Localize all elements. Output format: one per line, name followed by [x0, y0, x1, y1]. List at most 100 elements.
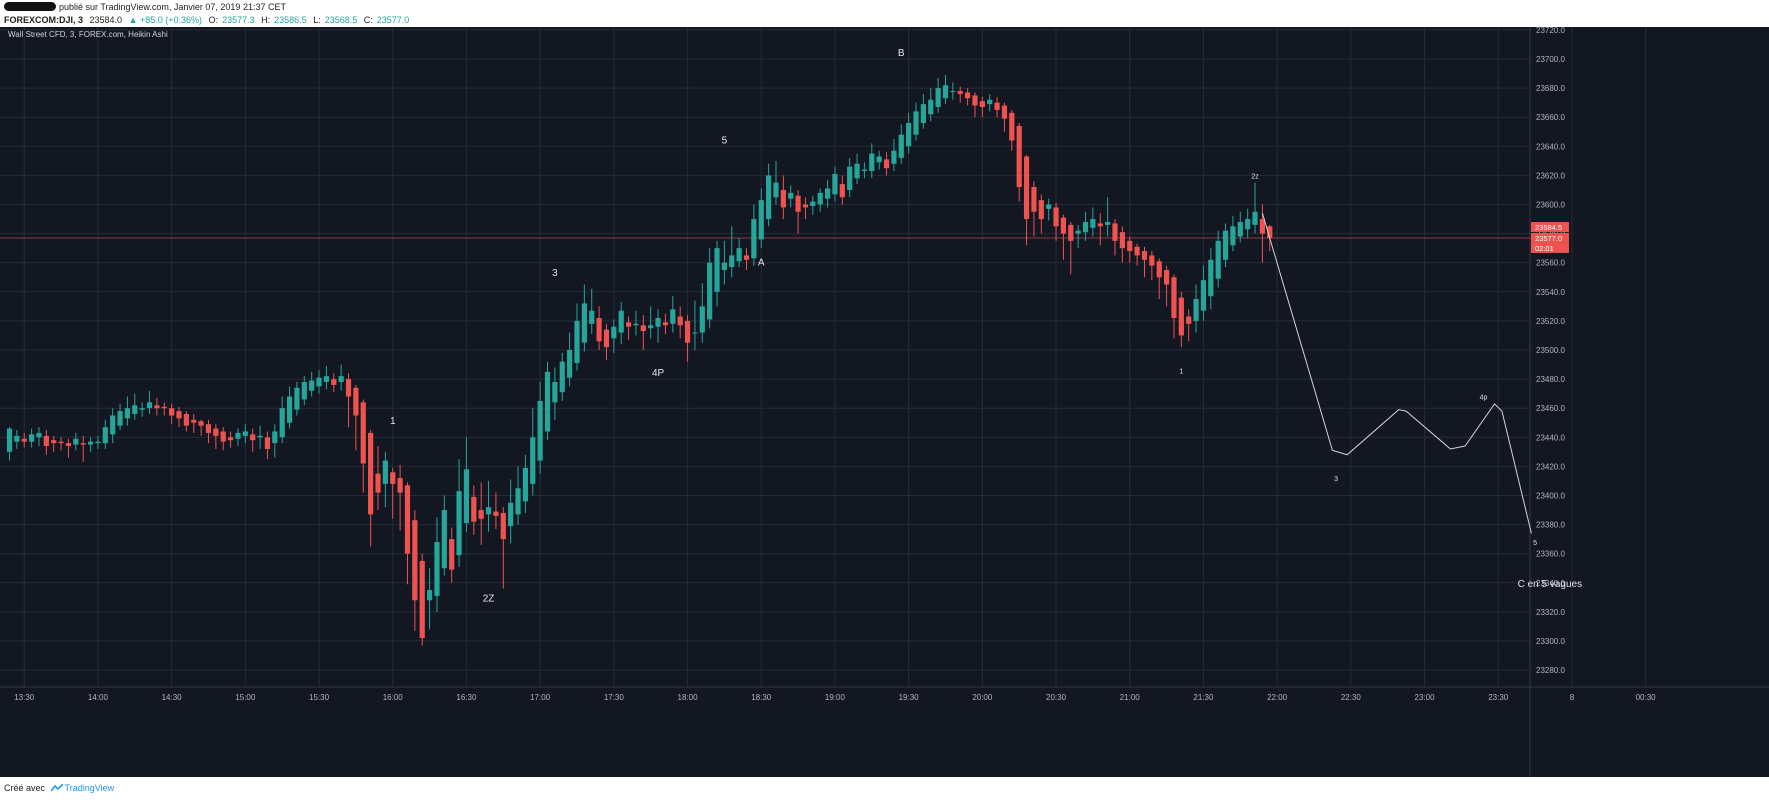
candle-body: [773, 182, 779, 198]
footer: Créé avec TradingView: [0, 777, 1769, 800]
candle-body: [567, 350, 573, 378]
candle: [264, 431, 271, 460]
candle: [832, 166, 838, 202]
candle-body: [662, 322, 669, 326]
candle: [463, 437, 470, 532]
candle-body: [294, 387, 300, 410]
candle: [397, 464, 403, 531]
candle: [404, 482, 411, 585]
time-tick-label: 14:30: [162, 693, 183, 702]
candle-body: [29, 434, 35, 442]
candle-body: [1090, 219, 1096, 228]
candle-body: [957, 91, 963, 94]
candle-body: [729, 255, 735, 268]
candle-body: [434, 542, 440, 596]
candle-body: [522, 467, 528, 502]
candle-body: [51, 440, 57, 444]
tradingview-link[interactable]: TradingView: [64, 783, 115, 793]
candle-body: [161, 406, 167, 409]
candle-body: [1193, 299, 1199, 321]
candle: [957, 86, 963, 103]
candle-body: [441, 510, 447, 569]
published-line: publié sur TradingView.com, Janvier 07, …: [4, 2, 286, 12]
candle: [662, 313, 669, 334]
candle: [485, 480, 492, 532]
candle-body: [581, 303, 587, 343]
time-tick-label: 21:00: [1120, 693, 1141, 702]
candle: [426, 568, 433, 630]
candle: [928, 88, 934, 122]
candle-body: [559, 361, 565, 393]
candle-body: [228, 437, 234, 441]
candle: [338, 364, 344, 391]
candlestick-chart[interactable]: 23280.0 23300.0 23320.0 23340.0 23360.0 23380…: [0, 27, 1769, 777]
wave-label: 4P: [652, 368, 665, 379]
candle: [876, 150, 882, 170]
candle: [633, 310, 639, 336]
candle: [198, 419, 204, 436]
candle-body: [802, 204, 809, 208]
candle-body: [684, 320, 691, 343]
candle-body: [508, 502, 514, 527]
time-tick-label: 17:30: [604, 693, 625, 702]
candle-body: [839, 184, 845, 198]
candle: [1186, 309, 1192, 342]
candle: [1112, 219, 1118, 256]
candle: [817, 188, 823, 212]
candle-body: [375, 473, 381, 493]
candle: [294, 382, 300, 416]
candle: [611, 319, 617, 353]
candle: [1134, 243, 1140, 266]
candle-body: [1031, 187, 1037, 212]
candle: [1046, 198, 1052, 221]
candle: [1060, 214, 1067, 260]
candle: [1230, 216, 1236, 252]
candle: [1215, 230, 1221, 288]
price-tick-label: 23700.0: [1536, 55, 1565, 64]
candle-body: [242, 431, 248, 436]
candle: [965, 88, 971, 106]
candle-body: [43, 435, 49, 447]
candle: [766, 163, 772, 227]
price-tick-label: 23460.0: [1536, 404, 1565, 413]
candle-body: [832, 173, 838, 195]
candle: [323, 366, 330, 390]
candle-body: [478, 510, 484, 519]
candle: [994, 96, 1000, 118]
candle: [552, 367, 558, 420]
candle-body: [552, 382, 558, 403]
candle-body: [913, 111, 919, 135]
candle: [279, 396, 285, 444]
candle-body: [589, 310, 595, 324]
candle-body: [183, 414, 189, 426]
candle: [729, 226, 735, 278]
time-tick-label: 16:00: [383, 693, 404, 702]
candle: [87, 437, 94, 452]
candle: [1208, 248, 1214, 310]
price-tick-label: 23720.0: [1536, 27, 1565, 35]
candle: [154, 398, 160, 416]
wave-label: 2Z: [483, 594, 495, 605]
candle: [979, 96, 985, 118]
price-tick-label: 23320.0: [1536, 608, 1565, 617]
candle: [891, 139, 897, 172]
candle-body: [898, 134, 904, 158]
candle-body: [220, 431, 226, 442]
candle: [950, 82, 956, 100]
candle: [559, 352, 565, 401]
candle-body: [198, 421, 204, 426]
candle: [95, 435, 101, 449]
candle-body: [1016, 125, 1022, 188]
candle-body: [714, 248, 720, 292]
candle-body: [861, 169, 868, 172]
last-price: 23584.0: [89, 15, 123, 25]
time-tick-label: 00:30: [1636, 693, 1657, 702]
candle-body: [1023, 156, 1030, 220]
header: publié sur TradingView.com, Janvier 07, …: [0, 0, 1769, 27]
candle: [117, 403, 123, 431]
chart-area[interactable]: 23280.0 23300.0 23320.0 23340.0 23360.0 23380…: [0, 27, 1769, 777]
candle-body: [625, 322, 632, 327]
candle: [574, 303, 580, 371]
candle-body: [345, 379, 352, 397]
candle-body: [854, 163, 860, 179]
